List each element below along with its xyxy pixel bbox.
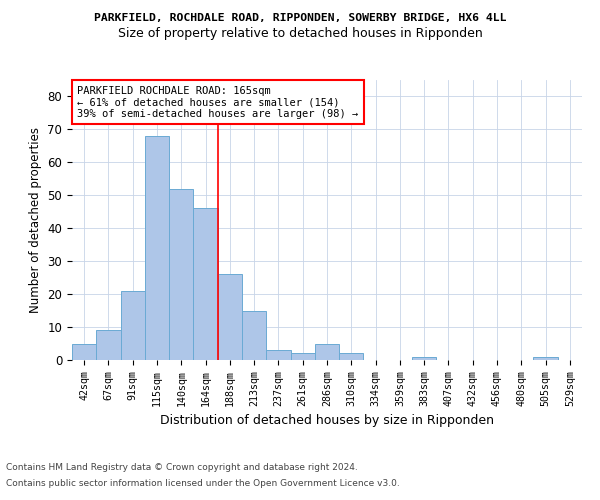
Bar: [242, 310, 266, 360]
Text: Contains HM Land Registry data © Crown copyright and database right 2024.: Contains HM Land Registry data © Crown c…: [6, 464, 358, 472]
Bar: [290, 354, 315, 360]
Bar: [266, 350, 290, 360]
Bar: [339, 354, 364, 360]
Bar: [533, 356, 558, 360]
Bar: [169, 188, 193, 360]
Bar: [121, 291, 145, 360]
Bar: [315, 344, 339, 360]
Bar: [145, 136, 169, 360]
Bar: [412, 356, 436, 360]
X-axis label: Distribution of detached houses by size in Ripponden: Distribution of detached houses by size …: [160, 414, 494, 427]
Bar: [218, 274, 242, 360]
Bar: [72, 344, 96, 360]
Bar: [193, 208, 218, 360]
Text: Contains public sector information licensed under the Open Government Licence v3: Contains public sector information licen…: [6, 478, 400, 488]
Bar: [96, 330, 121, 360]
Y-axis label: Number of detached properties: Number of detached properties: [29, 127, 42, 313]
Text: PARKFIELD, ROCHDALE ROAD, RIPPONDEN, SOWERBY BRIDGE, HX6 4LL: PARKFIELD, ROCHDALE ROAD, RIPPONDEN, SOW…: [94, 12, 506, 22]
Text: PARKFIELD ROCHDALE ROAD: 165sqm
← 61% of detached houses are smaller (154)
39% o: PARKFIELD ROCHDALE ROAD: 165sqm ← 61% of…: [77, 86, 358, 119]
Text: Size of property relative to detached houses in Ripponden: Size of property relative to detached ho…: [118, 28, 482, 40]
